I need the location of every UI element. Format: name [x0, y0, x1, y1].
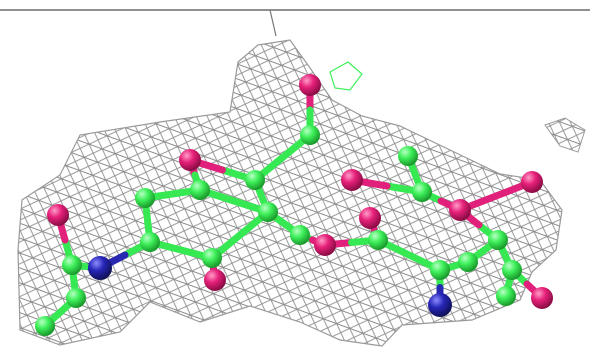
- atom: [430, 260, 450, 280]
- atom: [299, 74, 321, 96]
- mesh-strand: [269, 9, 277, 37]
- atom: [496, 286, 516, 306]
- atoms: [35, 74, 553, 336]
- atom: [300, 125, 320, 145]
- atom: [368, 230, 388, 250]
- atom: [190, 180, 210, 200]
- atom: [458, 252, 478, 272]
- atom: [359, 207, 381, 229]
- atom: [140, 232, 160, 252]
- density-mesh: [17, 39, 563, 347]
- atom: [66, 288, 86, 308]
- atom: [449, 199, 471, 221]
- mesh-fragment: [544, 117, 586, 153]
- atom: [88, 256, 112, 280]
- atom: [290, 225, 310, 245]
- atom: [35, 316, 55, 336]
- atom: [488, 230, 508, 250]
- atom: [62, 255, 82, 275]
- atom: [245, 170, 265, 190]
- atom: [521, 171, 543, 193]
- atom: [204, 269, 226, 291]
- atom: [258, 202, 278, 222]
- atom: [531, 287, 553, 309]
- atom: [179, 149, 201, 171]
- atom: [428, 293, 452, 317]
- atom: [412, 182, 432, 202]
- atom: [341, 169, 363, 191]
- atom: [398, 146, 418, 166]
- mesh-fragment-green: [329, 61, 363, 91]
- atom: [47, 204, 69, 226]
- atom: [502, 260, 522, 280]
- atom: [202, 248, 222, 268]
- atom: [135, 188, 155, 208]
- atom: [314, 234, 336, 256]
